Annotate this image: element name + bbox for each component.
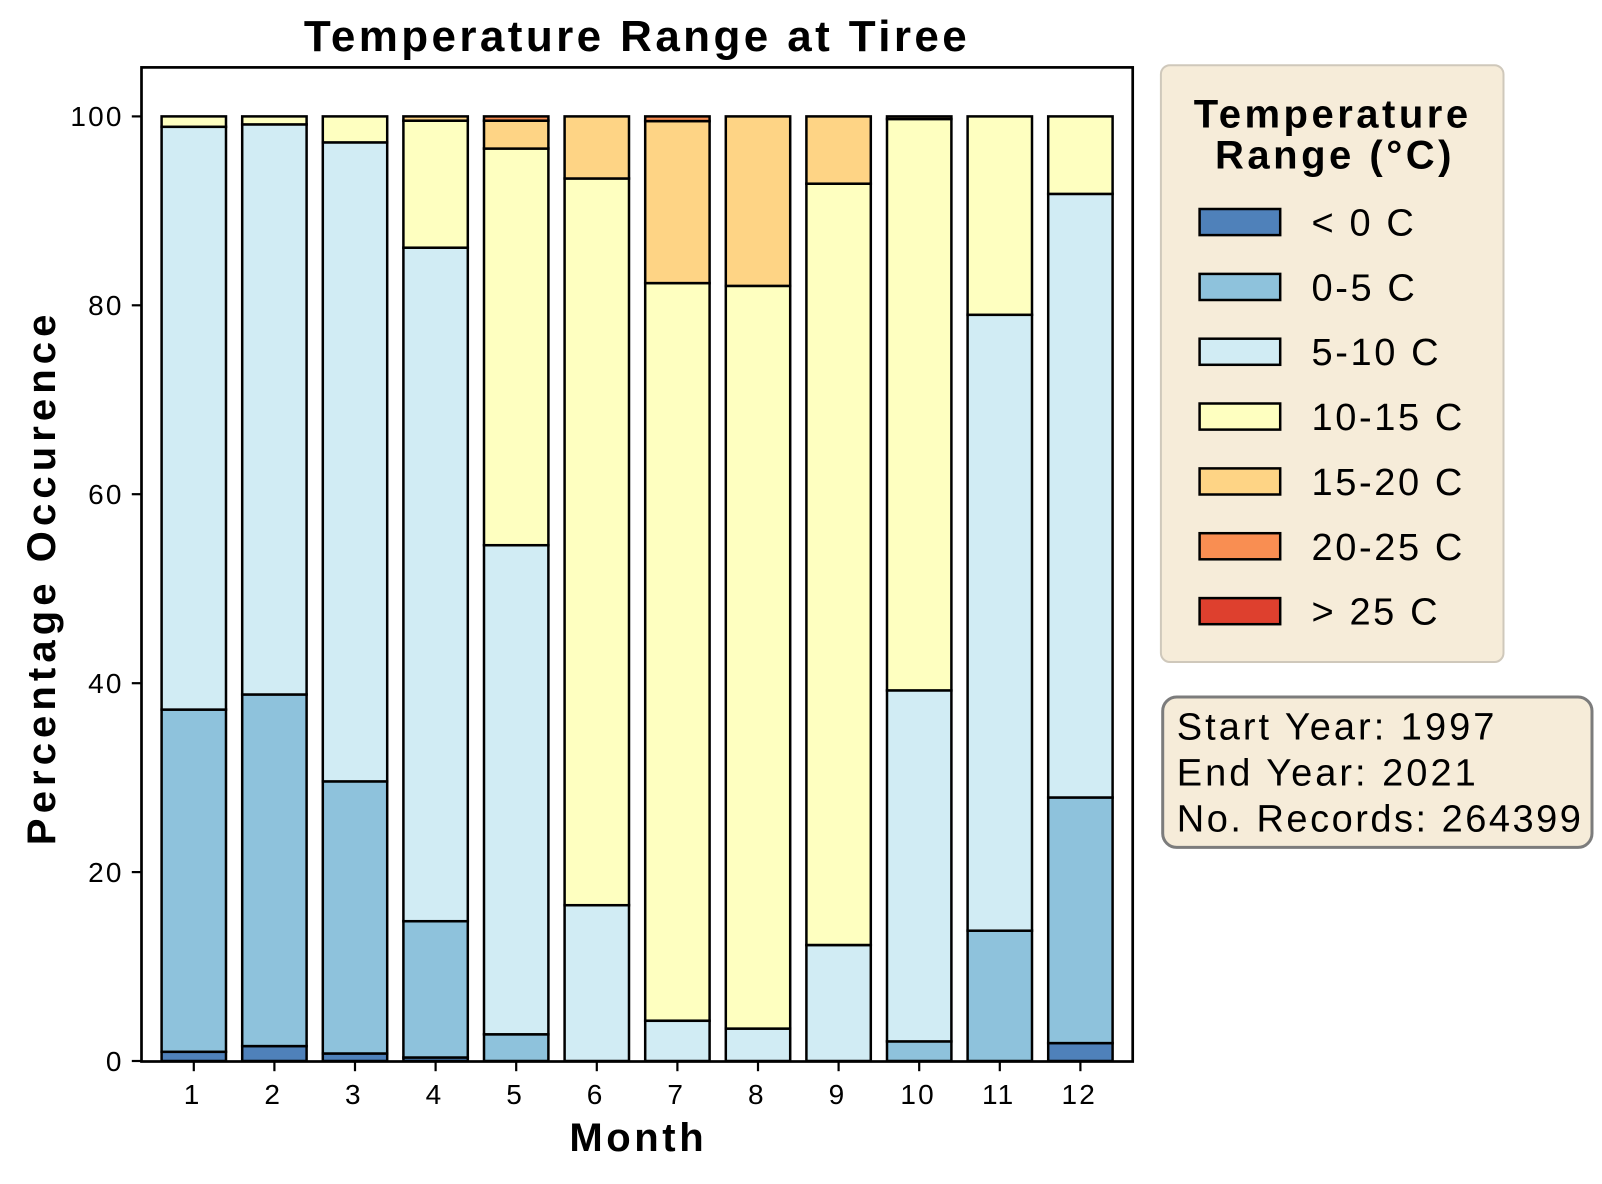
svg-text:80: 80 [88, 290, 124, 321]
svg-text:10: 10 [900, 1079, 936, 1110]
svg-text:Month: Month [569, 1116, 707, 1160]
svg-text:2: 2 [264, 1079, 282, 1110]
svg-text:20: 20 [88, 857, 124, 888]
svg-text:12: 12 [1062, 1079, 1098, 1110]
svg-text:11: 11 [982, 1079, 1015, 1110]
svg-text:60: 60 [88, 479, 124, 510]
svg-text:Percentage Occurence: Percentage Occurence [20, 310, 64, 846]
svg-text:Start Year: 1997: Start Year: 1997 [1177, 706, 1498, 748]
svg-text:5: 5 [506, 1079, 524, 1110]
svg-text:End Year: 2021: End Year: 2021 [1177, 752, 1479, 794]
svg-text:7: 7 [667, 1079, 685, 1110]
svg-text:Range (°C): Range (°C) [1215, 134, 1455, 178]
svg-text:8: 8 [748, 1079, 766, 1110]
svg-text:3: 3 [345, 1079, 363, 1110]
svg-text:6: 6 [587, 1079, 605, 1110]
svg-text:< 0 C: < 0 C [1312, 203, 1417, 245]
svg-text:Temperature Range at Tiree: Temperature Range at Tiree [304, 12, 970, 61]
svg-text:40: 40 [88, 668, 124, 699]
svg-text:15-20 C: 15-20 C [1312, 462, 1465, 504]
svg-text:0-5 C: 0-5 C [1312, 267, 1418, 309]
svg-text:No. Records: 264399: No. Records: 264399 [1177, 799, 1584, 841]
svg-text:10-15 C: 10-15 C [1312, 397, 1465, 439]
svg-text:> 25 C: > 25 C [1312, 592, 1441, 634]
svg-text:4: 4 [426, 1079, 444, 1110]
svg-text:9: 9 [829, 1079, 847, 1110]
svg-text:1: 1 [184, 1079, 202, 1110]
svg-text:5-10 C: 5-10 C [1312, 332, 1442, 374]
svg-text:20-25 C: 20-25 C [1312, 527, 1465, 569]
svg-text:Temperature: Temperature [1194, 93, 1472, 137]
svg-text:0: 0 [106, 1046, 124, 1077]
svg-text:100: 100 [70, 101, 123, 132]
